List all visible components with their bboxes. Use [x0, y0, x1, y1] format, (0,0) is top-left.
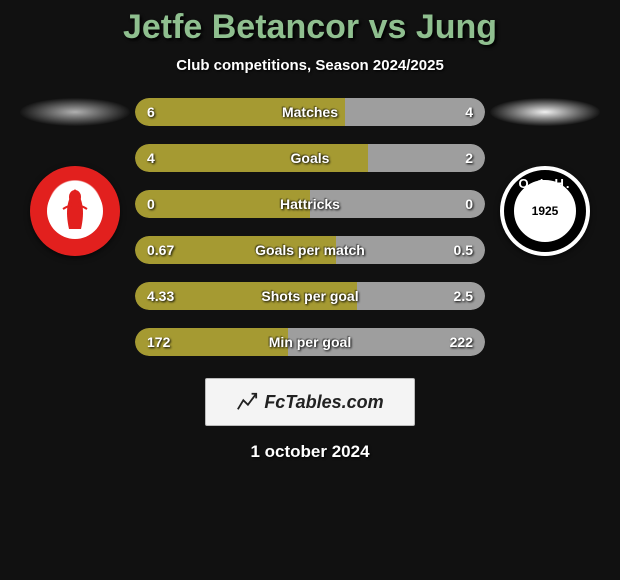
- stat-bar-left: [135, 190, 310, 218]
- stat-row: Shots per goal4.332.5: [135, 282, 485, 310]
- left-club-badge: [30, 166, 120, 256]
- stat-bar-left: [135, 328, 288, 356]
- stat-row: Matches64: [135, 98, 485, 126]
- stat-bar-right: [345, 98, 485, 126]
- right-player-column: Ο.Φ.Η. 1925: [485, 98, 605, 256]
- left-player-ellipse: [20, 98, 130, 126]
- stat-bar-right: [357, 282, 485, 310]
- right-badge-year: 1925: [514, 180, 576, 242]
- left-player-column: [15, 98, 135, 256]
- stat-bar-left: [135, 144, 368, 172]
- stat-row: Hattricks00: [135, 190, 485, 218]
- stat-bar-left: [135, 236, 336, 264]
- stat-row: Goals42: [135, 144, 485, 172]
- stat-bar-right: [368, 144, 485, 172]
- brand-text: FcTables.com: [264, 392, 383, 413]
- right-club-badge: Ο.Φ.Η. 1925: [500, 166, 590, 256]
- chart-icon: [236, 391, 258, 413]
- comparison-content: Matches64 Goals42 Hattricks00 Goals per mat…: [0, 98, 620, 356]
- stat-bar-right: [310, 190, 485, 218]
- stat-bars: Matches64 Goals42 Hattricks00 Goals per mat…: [135, 98, 485, 356]
- brand-watermark: FcTables.com: [205, 378, 415, 426]
- comparison-subtitle: Club competitions, Season 2024/2025: [0, 57, 620, 74]
- stat-row: Min per goal172222: [135, 328, 485, 356]
- stat-bar-left: [135, 282, 357, 310]
- stat-bar-right: [336, 236, 485, 264]
- stat-bar-right: [288, 328, 485, 356]
- stat-row: Goals per match0.670.5: [135, 236, 485, 264]
- stat-bar-left: [135, 98, 345, 126]
- right-player-ellipse: [490, 98, 600, 126]
- comparison-title: Jetfe Betancor vs Jung: [0, 0, 620, 47]
- snapshot-date: 1 october 2024: [0, 442, 620, 462]
